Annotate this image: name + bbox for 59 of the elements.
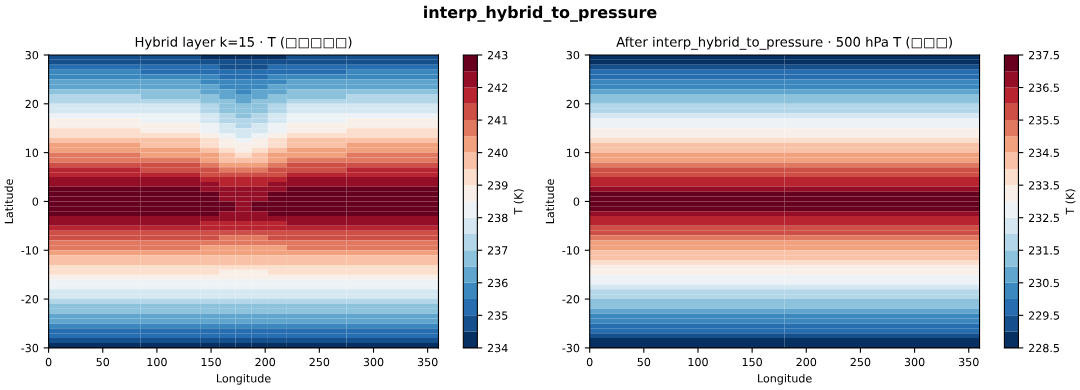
- color-bar-label: 232.5: [1028, 213, 1059, 223]
- color-bar-label: 243: [487, 50, 508, 60]
- y-tick-label: 0: [32, 197, 39, 206]
- color-bar-label: 230.5: [1028, 278, 1059, 288]
- x-axis-title: Longitude: [758, 373, 812, 385]
- y-tick-label: 10: [567, 148, 580, 157]
- x-tick-label: 250: [309, 357, 330, 367]
- color-bar-title: T (K): [513, 189, 524, 215]
- x-tick-label: 300: [904, 357, 925, 367]
- x-tick-label: 150: [201, 357, 221, 367]
- y-tick-label: 20: [25, 99, 39, 109]
- x-tick-label: 250: [850, 357, 871, 367]
- color-bar-label: 236: [487, 278, 508, 288]
- color-bar-label: 242: [487, 83, 508, 92]
- x-tick-label: 50: [96, 357, 110, 367]
- chart-title: Hybrid layer k=15 · T (□□□□□): [135, 36, 352, 50]
- color-bar-title: T (K): [1065, 189, 1076, 215]
- y-axis-title: Latitude: [545, 179, 555, 224]
- color-bar-label: 239: [487, 181, 508, 190]
- x-tick-label: 100: [688, 357, 708, 367]
- color-bar-label: 240: [487, 148, 508, 157]
- x-tick-label: 150: [742, 357, 762, 367]
- x-tick-label: 200: [796, 357, 817, 367]
- color-bar-label: 229.5: [1028, 311, 1059, 320]
- color-bar-label: 236.5: [1028, 83, 1059, 92]
- y-tick-label: -30: [21, 343, 39, 353]
- y-tick-label: -30: [562, 343, 580, 353]
- y-tick-label: -20: [21, 295, 39, 304]
- color-bar-label: 234.5: [1028, 148, 1059, 157]
- x-tick-label: 0: [45, 357, 52, 367]
- y-tick-label: 10: [25, 148, 39, 157]
- color-bar-label: 237.5: [1028, 50, 1059, 60]
- x-tick-label: 300: [363, 357, 384, 367]
- x-tick-label: 200: [255, 357, 276, 367]
- x-axis-title: Longitude: [217, 373, 271, 385]
- color-bar-label: 235.5: [1028, 116, 1059, 125]
- y-tick-label: 20: [566, 99, 580, 109]
- color-bar-label: 233.5: [1028, 181, 1059, 190]
- x-tick-label: 350: [417, 357, 438, 367]
- color-bar-label: 241: [487, 116, 508, 125]
- y-axis-title: Latitude: [4, 179, 14, 224]
- y-tick-label: 30: [566, 50, 580, 60]
- x-tick-label: 50: [637, 357, 651, 367]
- y-tick-label: -10: [21, 246, 39, 255]
- color-bar-label: 237: [487, 246, 508, 255]
- y-tick-label: 0: [573, 197, 580, 206]
- color-bar-label: 228.5: [1028, 343, 1059, 353]
- y-tick-label: 30: [25, 50, 39, 60]
- color-bar-label: 238: [487, 213, 508, 223]
- y-tick-label: -10: [562, 246, 580, 255]
- chart-title: After interp_hybrid_to_pressure · 500 hPa T (□□□): [616, 36, 952, 50]
- color-bar-label: 231.5: [1028, 246, 1059, 255]
- x-tick-label: 350: [958, 357, 979, 367]
- color-bar-label: 234: [487, 343, 508, 353]
- y-tick-label: -20: [562, 295, 580, 304]
- x-tick-label: 0: [586, 357, 593, 367]
- x-tick-label: 100: [147, 357, 167, 367]
- color-bar-label: 235: [487, 311, 508, 320]
- text: interp_hybrid_to_pressure: [424, 5, 657, 22]
